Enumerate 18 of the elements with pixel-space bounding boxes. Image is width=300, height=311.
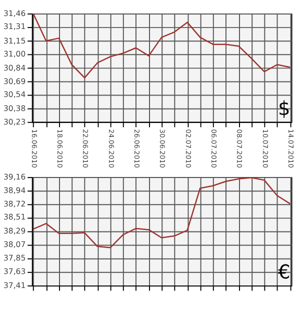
- y-tick-label: 30,69: [3, 76, 26, 86]
- y-tick-label: 37,85: [3, 254, 26, 263]
- y-tick-label: 30,38: [3, 104, 26, 114]
- y-tick-label: 39,16: [3, 172, 26, 182]
- y-tick-label: 38,94: [3, 186, 26, 196]
- y-tick-label: 38,07: [3, 240, 26, 249]
- y-tick-label: 31,00: [3, 49, 26, 58]
- y-tick-label: 30,84: [3, 64, 26, 73]
- y-tick-label: 38,51: [3, 212, 26, 222]
- y-tick-label: 38,72: [3, 200, 26, 209]
- y-tick-label: 30,23: [3, 117, 26, 126]
- y-tick-label: 37,63: [3, 267, 26, 276]
- y-tick-label: 31,31: [3, 22, 26, 32]
- y-tick-label: 31,46: [3, 8, 26, 18]
- y-tick-label: 38,29: [3, 226, 26, 236]
- y-tick-label: 37,41: [3, 280, 26, 290]
- y-tick-label: 31,15: [3, 36, 26, 46]
- y-tick-label: 30,54: [3, 90, 26, 100]
